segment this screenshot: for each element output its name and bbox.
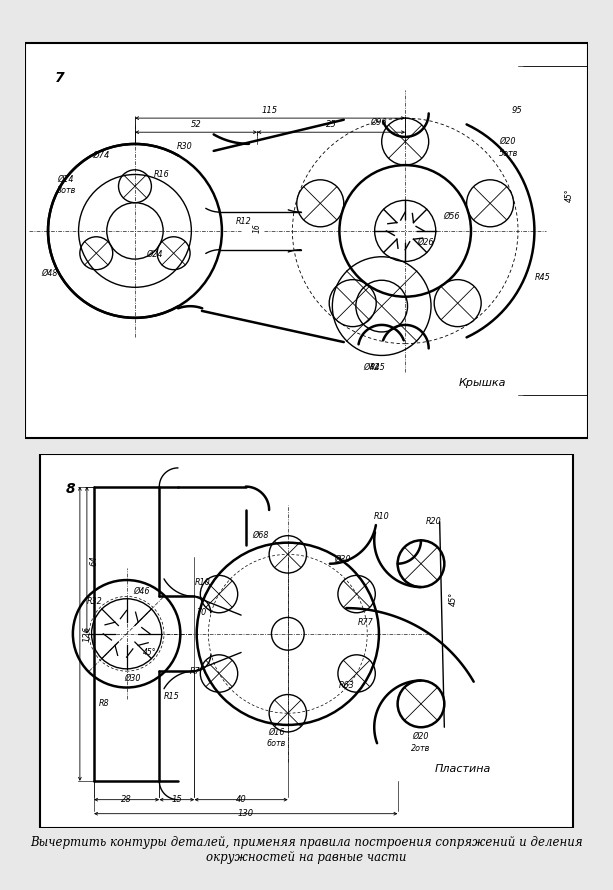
- Text: Ø14: Ø14: [58, 174, 74, 183]
- Text: Ø30: Ø30: [124, 674, 141, 683]
- Text: Ø24: Ø24: [147, 250, 163, 259]
- Text: Ø56: Ø56: [443, 213, 459, 222]
- Text: Вычертить контуры деталей, применяя правила построения сопряжений и деления
окру: Вычертить контуры деталей, применяя прав…: [30, 836, 583, 863]
- Text: Ø74: Ø74: [93, 151, 110, 160]
- Text: 126: 126: [82, 626, 91, 642]
- Text: Ø46: Ø46: [134, 587, 150, 596]
- Text: R77: R77: [358, 618, 374, 627]
- Text: 95: 95: [511, 106, 522, 115]
- Text: Ø26: Ø26: [417, 239, 433, 247]
- Text: R12: R12: [236, 217, 252, 226]
- Text: 70: 70: [197, 608, 207, 618]
- Text: R63: R63: [339, 681, 355, 690]
- Text: R10: R10: [375, 513, 390, 522]
- Text: Ø68: Ø68: [253, 531, 269, 540]
- Text: R10: R10: [194, 578, 210, 587]
- Text: 15: 15: [172, 796, 182, 805]
- Text: Ø16: Ø16: [268, 727, 284, 736]
- Text: 6отв: 6отв: [267, 739, 286, 748]
- Text: 5отв: 5отв: [499, 149, 519, 158]
- Text: R32: R32: [87, 596, 102, 605]
- Text: 16: 16: [253, 223, 262, 233]
- Text: 28: 28: [121, 796, 132, 805]
- Text: 130: 130: [238, 809, 254, 819]
- Text: R8: R8: [99, 700, 109, 708]
- Text: Ø30: Ø30: [335, 554, 351, 563]
- Text: 64: 64: [89, 554, 98, 565]
- Text: R7: R7: [189, 667, 200, 676]
- Text: Крышка: Крышка: [459, 378, 506, 388]
- Text: 115: 115: [262, 106, 278, 115]
- Text: 45°: 45°: [565, 189, 574, 202]
- Text: Ø42: Ø42: [363, 363, 379, 372]
- Text: R45: R45: [370, 363, 386, 372]
- Text: R30: R30: [177, 142, 193, 150]
- Text: Ø20: Ø20: [499, 137, 516, 146]
- Text: Ø96: Ø96: [370, 118, 386, 127]
- Text: 40: 40: [236, 796, 246, 805]
- Text: Ø20: Ø20: [413, 732, 429, 741]
- Text: 3отв: 3отв: [58, 186, 77, 196]
- Text: R15: R15: [164, 692, 180, 701]
- Text: Пластина: Пластина: [435, 764, 491, 774]
- Text: 8: 8: [66, 482, 75, 496]
- Text: R45: R45: [535, 273, 550, 282]
- Text: R20: R20: [425, 517, 441, 526]
- Text: 2отв: 2отв: [411, 744, 431, 753]
- Text: 7: 7: [55, 71, 65, 85]
- Text: 45°: 45°: [449, 592, 458, 606]
- Text: R16: R16: [154, 170, 170, 179]
- Text: 25: 25: [326, 119, 337, 129]
- Text: 52: 52: [191, 119, 202, 129]
- Text: Ø48: Ø48: [41, 269, 58, 278]
- Text: 45°: 45°: [143, 648, 156, 657]
